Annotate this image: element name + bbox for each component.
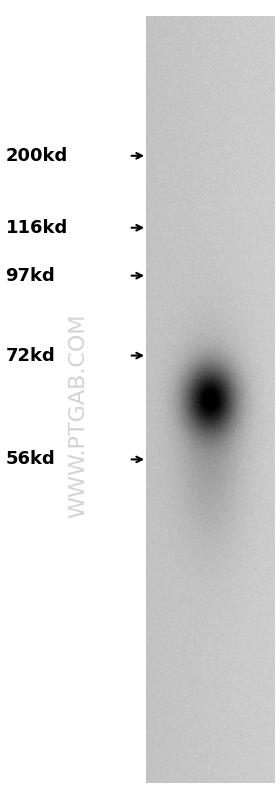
- Text: 200kd: 200kd: [6, 147, 68, 165]
- Text: 72kd: 72kd: [6, 347, 55, 364]
- Text: 116kd: 116kd: [6, 219, 68, 237]
- Text: 56kd: 56kd: [6, 451, 55, 468]
- Text: WWW.PTGAB.COM: WWW.PTGAB.COM: [68, 313, 88, 518]
- Text: 97kd: 97kd: [6, 267, 55, 284]
